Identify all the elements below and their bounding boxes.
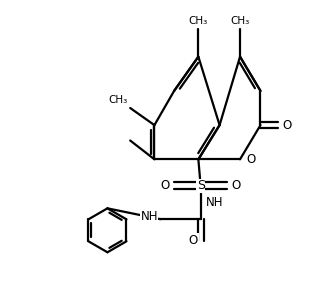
Text: CH₃: CH₃ (230, 16, 250, 26)
Text: O: O (160, 179, 169, 192)
Text: CH₃: CH₃ (189, 16, 208, 26)
Text: O: O (189, 234, 198, 247)
Text: O: O (232, 179, 241, 192)
Text: NH: NH (206, 196, 223, 210)
Text: NH: NH (140, 210, 158, 223)
Text: O: O (283, 119, 292, 132)
Text: O: O (247, 153, 256, 166)
Text: CH₃: CH₃ (108, 95, 128, 105)
Text: S: S (197, 179, 205, 192)
